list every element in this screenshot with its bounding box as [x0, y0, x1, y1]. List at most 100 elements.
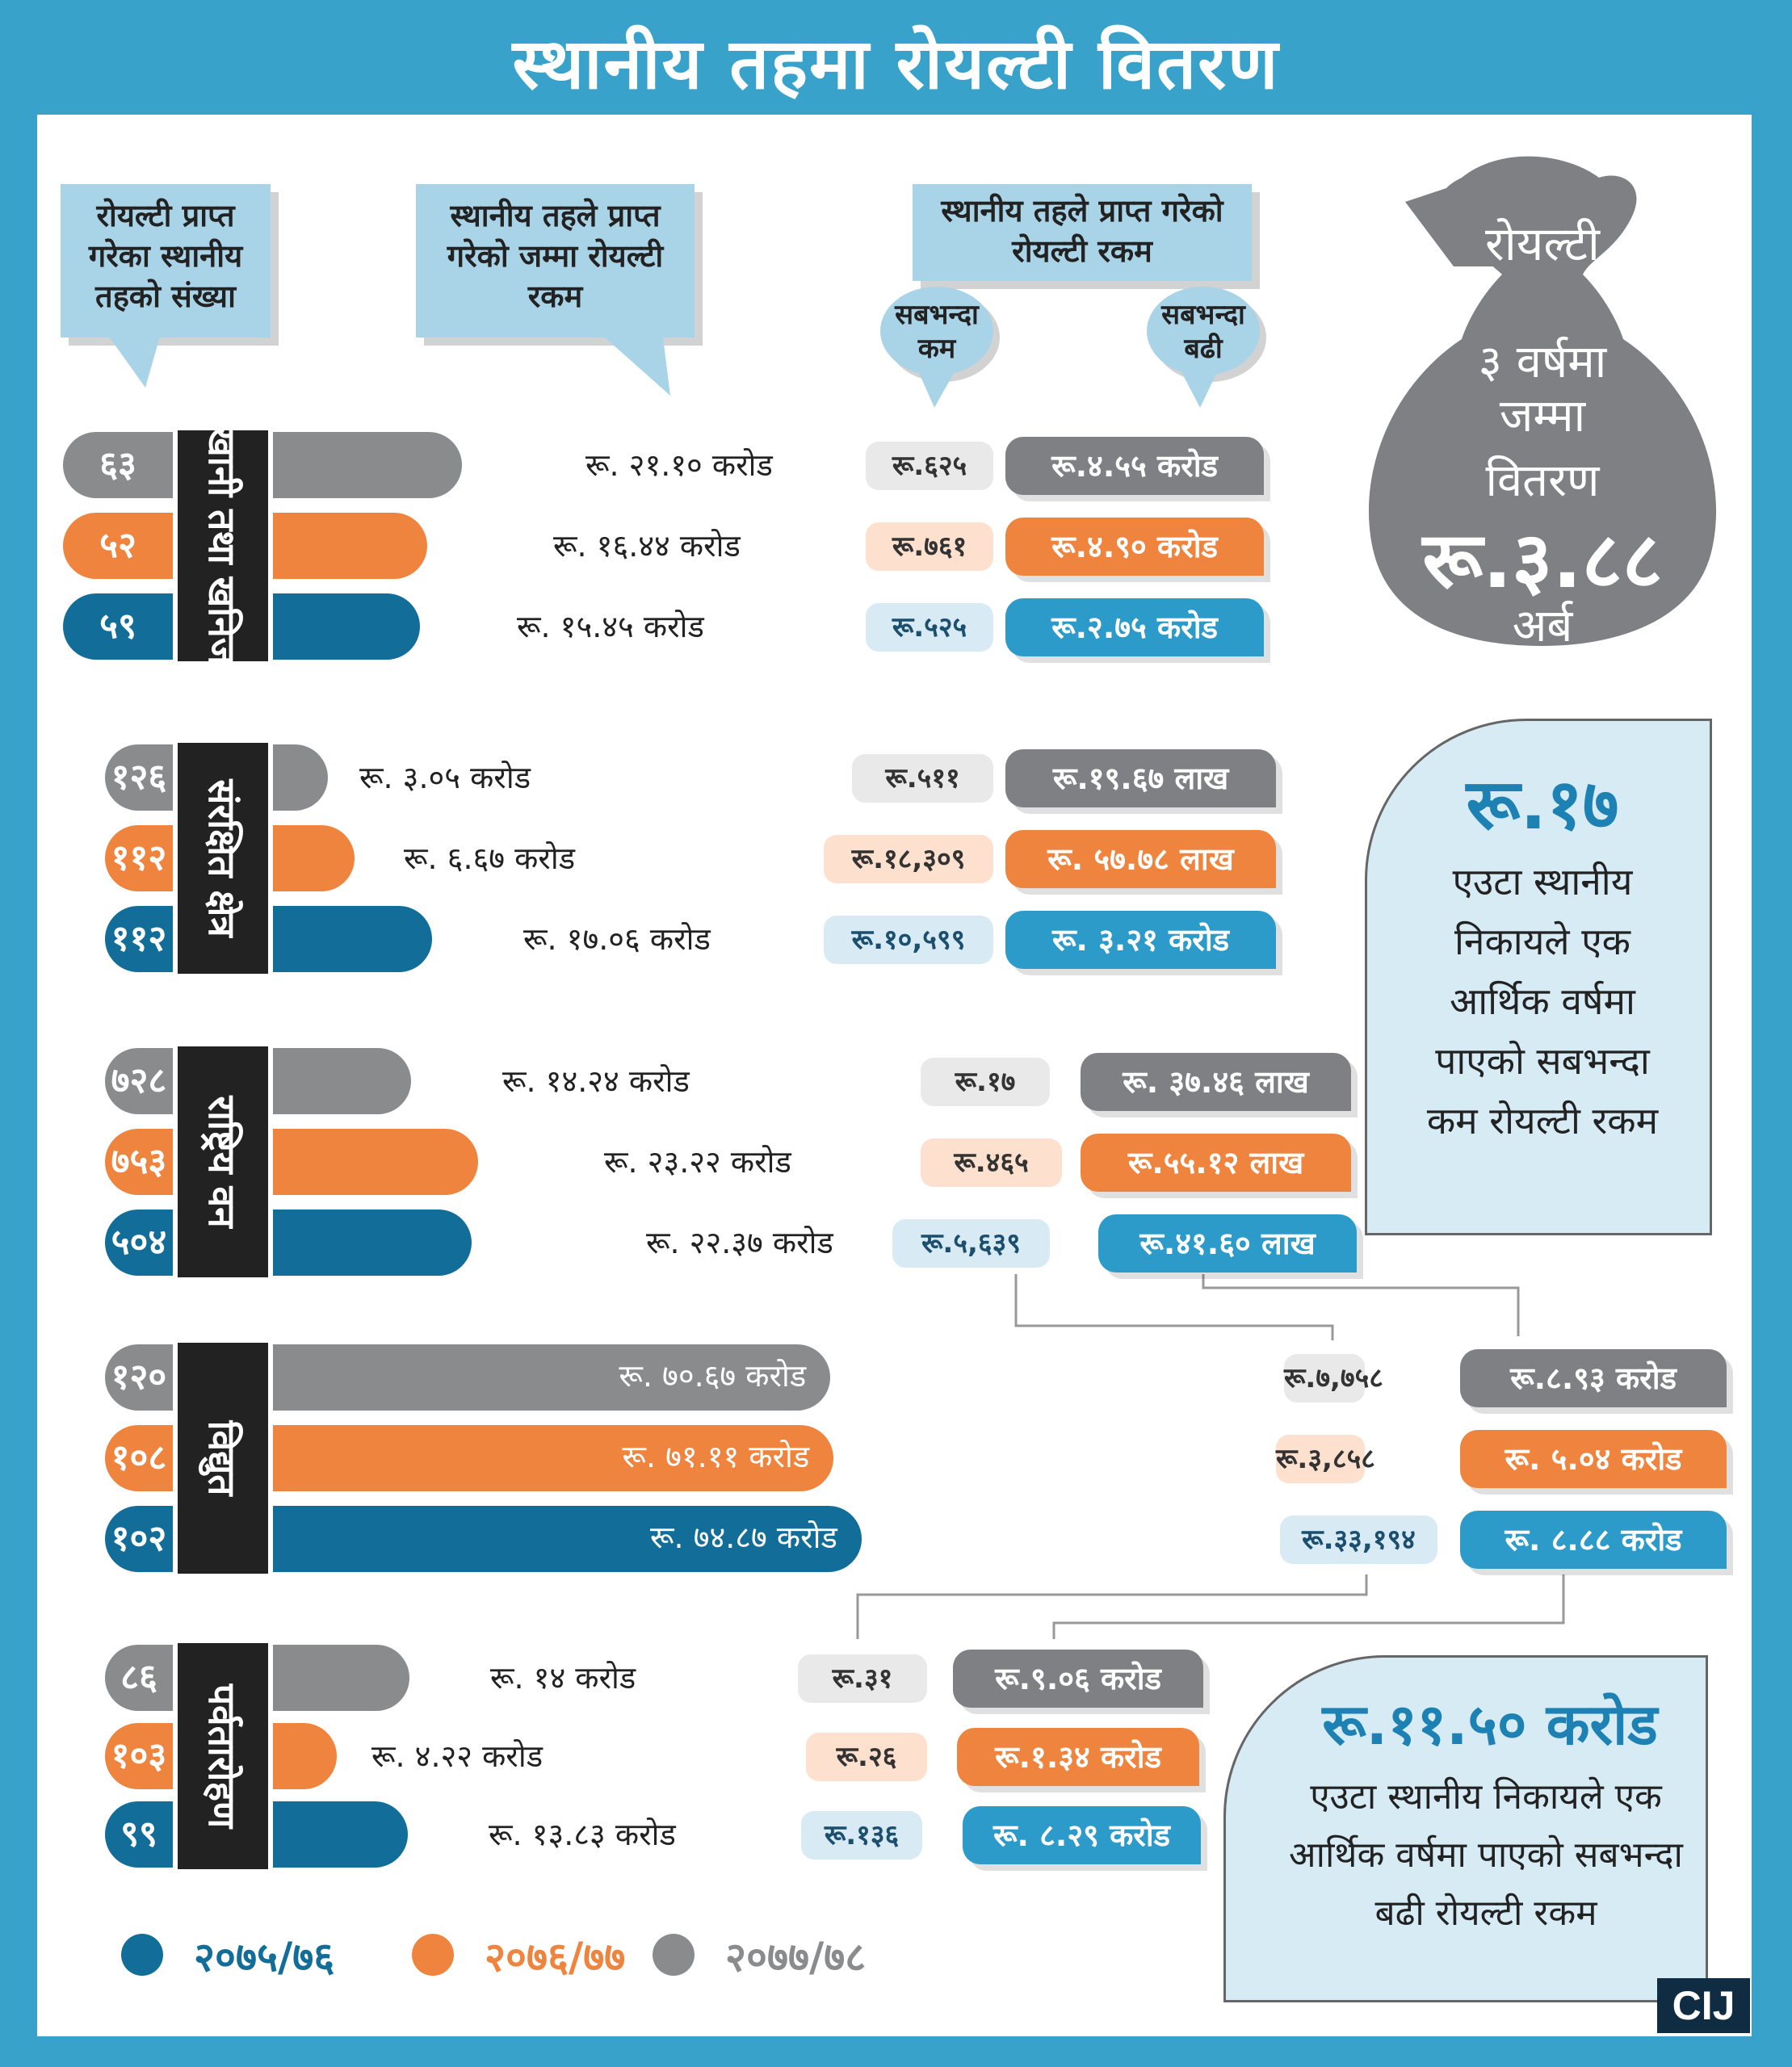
- bar: [273, 1129, 478, 1195]
- connector-max-hydro: [1052, 1574, 1565, 1639]
- count-pill: ६३: [63, 432, 173, 498]
- category-label-block: संरक्षित क्षेत्र: [178, 743, 268, 974]
- max-amount: रू.२.७५ करोड: [1005, 598, 1264, 656]
- min-amount: रू.१३६: [801, 1811, 922, 1859]
- max-amount: रू.८.९३ करोड: [1460, 1349, 1727, 1407]
- total-label: रू. १४ करोड: [490, 1660, 636, 1696]
- legend-dot: [121, 1934, 163, 1976]
- count-pill: ९९: [105, 1801, 173, 1868]
- total-label: रू. ६.६७ करोड: [404, 841, 576, 876]
- callout-count: रोयल्टी प्राप्त गरेका स्थानीय तहको संख्य…: [61, 184, 271, 338]
- callout-max-pointer: [1179, 367, 1219, 408]
- total-label: रू. २२.३७ करोड: [646, 1225, 833, 1260]
- max-amount: रू.१.३४ करोड: [957, 1728, 1199, 1786]
- bag-unit: अर्ब: [1512, 600, 1573, 652]
- min-amount: रू.६२५: [866, 442, 993, 490]
- bar: [273, 825, 355, 891]
- count-pill: १०२: [105, 1506, 173, 1572]
- max-amount: रू. ३७.४६ लाख: [1081, 1053, 1351, 1111]
- legend-label: २०७५/७६: [194, 1934, 335, 1981]
- category-label-block: खानी तथा खनिज: [178, 426, 268, 665]
- max-amount: रू. ५७.७८ लाख: [1005, 830, 1276, 888]
- min-royalty-text: एउटा स्थानीय निकायले एक आर्थिक वर्षमा पा…: [1426, 860, 1659, 1143]
- money-bag-icon: [1368, 156, 1717, 646]
- category-label: खानी तथा खनिज: [200, 426, 244, 665]
- category-label: संरक्षित क्षेत्र: [200, 779, 244, 937]
- max-amount: रू.४१.६० लाख: [1098, 1214, 1357, 1272]
- bar: [273, 744, 329, 811]
- callout-total: स्थानीय तहले प्राप्त गरेको जम्मा रोयल्टी…: [416, 184, 695, 338]
- cij-logo: CIJ: [1657, 1978, 1750, 2033]
- max-amount: रू.१९.६७ लाख: [1005, 749, 1276, 807]
- bag-amount: रू.३.८८: [1422, 515, 1663, 606]
- bar: [273, 1645, 409, 1711]
- bar: [273, 513, 428, 579]
- callout-count-pointer: [105, 331, 162, 388]
- bar: [273, 432, 463, 498]
- count-pill: ५२: [63, 513, 173, 579]
- bar: [273, 1344, 831, 1411]
- min-amount: रू.७,७५८: [1284, 1354, 1383, 1402]
- max-amount: रू.४.५५ करोड: [1005, 437, 1264, 495]
- bar: [273, 1210, 472, 1276]
- max-amount: रू.४.९० करोड: [1005, 518, 1264, 576]
- bar: [273, 1425, 834, 1491]
- min-royalty-amount: रू.१७: [1466, 765, 1619, 845]
- total-label: रू. ७१.११ करोड: [622, 1439, 810, 1474]
- min-amount: रू.३१: [798, 1654, 927, 1703]
- max-amount: रू. ३.२१ करोड: [1005, 911, 1276, 969]
- callout-amount: स्थानीय तहले प्राप्त गरेको रोयल्टी रकम: [913, 184, 1252, 281]
- total-label: रू. ७४.८७ करोड: [650, 1520, 837, 1555]
- max-amount: रू. ८.२९ करोड: [963, 1806, 1201, 1864]
- min-amount: रू.७६१: [866, 522, 993, 571]
- callout-amount-text: स्थानीय तहले प्राप्त गरेको रोयल्टी रकम: [941, 193, 1223, 269]
- count-pill: ५०४: [105, 1210, 173, 1276]
- total-label: रू. ४.२२ करोड: [371, 1738, 543, 1774]
- total-label: रू. ७०.६७ करोड: [619, 1358, 807, 1394]
- count-pill: १०८: [105, 1425, 173, 1491]
- min-royalty-box: [1365, 719, 1712, 1235]
- count-pill: ५९: [63, 593, 173, 660]
- cij-logo-text: CIJ: [1672, 1983, 1735, 2028]
- min-amount: रू.५,६३९: [892, 1219, 1050, 1268]
- min-amount: रू.१७: [921, 1058, 1050, 1106]
- max-royalty-box: [1223, 1655, 1708, 2002]
- category-label-block: विद्युत: [178, 1343, 268, 1574]
- callout-total-pointer: [598, 331, 670, 396]
- count-pill: ११२: [105, 825, 173, 891]
- bar: [273, 1506, 862, 1572]
- connector-min-forest: [1014, 1274, 1334, 1340]
- callout-min-pointer: [917, 367, 957, 408]
- bag-top-label: रोयल्टी: [1485, 216, 1600, 271]
- bar: [273, 593, 421, 660]
- callout-max-text: सबभन्दा बढी: [1161, 299, 1245, 365]
- min-amount: रू.२६: [806, 1733, 927, 1781]
- min-amount: रू.३३,१९४: [1280, 1516, 1437, 1564]
- total-label: रू. १५.४५ करोड: [517, 609, 704, 644]
- min-amount: रू.१८,३०९: [824, 835, 993, 883]
- count-pill: ७२८: [105, 1048, 173, 1114]
- connector-max-forest: [1202, 1274, 1520, 1336]
- min-amount: रू.५२५: [866, 603, 993, 652]
- max-royalty-amount: रू.११.५० करोड: [1322, 1692, 1658, 1758]
- callout-min-text: सबभन्दा कम: [895, 299, 979, 365]
- max-royalty-text: एउटा स्थानीय निकायले एक आर्थिक वर्षमा पा…: [1289, 1776, 1683, 1934]
- bag-line3: वितरण: [1485, 455, 1600, 507]
- callout-count-text: रोयल्टी प्राप्त गरेका स्थानीय तहको संख्य…: [88, 198, 243, 314]
- legend-label: २०७७/७८: [725, 1934, 867, 1981]
- bag-line1: ३ वर्षमा: [1478, 336, 1607, 388]
- count-pill: १०३: [105, 1723, 173, 1789]
- total-label: रू. २१.१० करोड: [585, 447, 773, 483]
- count-pill: १२६: [105, 744, 173, 811]
- category-label: राष्ट्रिय वन: [200, 1096, 244, 1228]
- callout-max: सबभन्दा बढी: [1147, 287, 1260, 375]
- bag-line2: जम्मा: [1499, 390, 1586, 442]
- callout-total-text: स्थानीय तहले प्राप्त गरेको जम्मा रोयल्टी…: [447, 198, 664, 314]
- count-pill: ११२: [105, 906, 173, 972]
- category-label: पर्वतारोहण: [200, 1683, 244, 1829]
- total-label: रू. ३.०५ करोड: [359, 760, 531, 795]
- bar: [273, 1801, 409, 1868]
- legend-dot: [412, 1934, 454, 1976]
